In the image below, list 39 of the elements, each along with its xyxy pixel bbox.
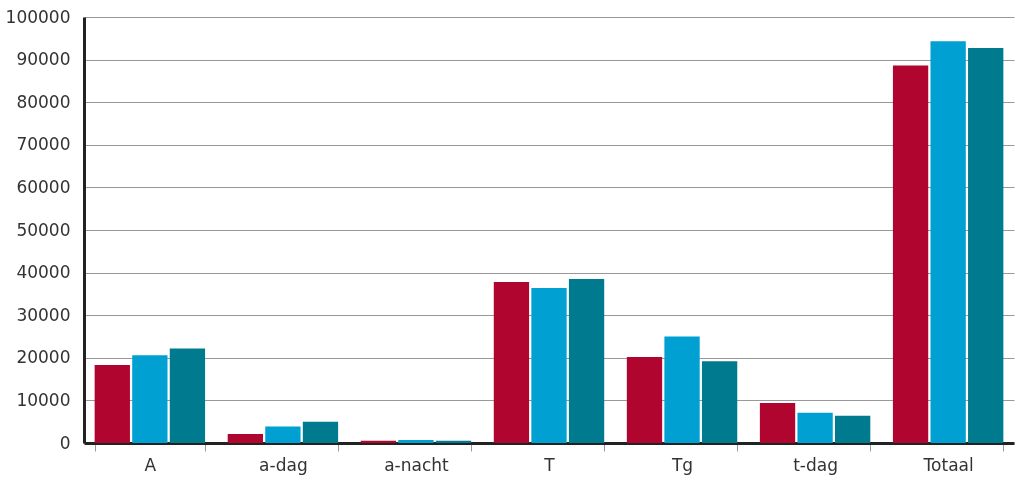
x-tick-label: Totaal (922, 454, 974, 475)
bar (930, 41, 966, 443)
y-tick-label: 20000 (16, 347, 71, 368)
bar (701, 361, 738, 443)
bar (531, 287, 567, 443)
x-tick-label: t-dag (793, 454, 838, 475)
y-tick-label: 40000 (16, 262, 71, 283)
x-tick-label: a-nacht (384, 454, 450, 475)
bar (493, 281, 530, 443)
bar (302, 421, 339, 443)
y-tick-label: 80000 (16, 91, 71, 112)
bar (968, 48, 1004, 443)
y-tick-label: 70000 (16, 134, 71, 155)
y-tick-label: 10000 (16, 389, 71, 410)
bar (664, 336, 700, 443)
bar (759, 402, 796, 443)
y-tick-label: 0 (59, 432, 71, 453)
bar (435, 440, 472, 443)
bar (227, 434, 263, 443)
bar (797, 412, 833, 443)
bar (626, 356, 663, 443)
x-tick-label: T (543, 454, 556, 475)
y-tick-label: 50000 (16, 219, 71, 240)
x-tick-label: a-dag (259, 454, 308, 475)
y-tick-label: 90000 (16, 49, 71, 70)
bar (398, 440, 434, 443)
y-tick-label: 60000 (16, 176, 71, 197)
bar (94, 365, 130, 443)
bar (265, 426, 301, 443)
x-tick-label: A (144, 454, 157, 475)
y-tick-label: 100000 (5, 6, 71, 27)
bar (892, 65, 929, 443)
x-tick-label: Tg (670, 454, 694, 475)
bar (132, 355, 168, 443)
bar (169, 348, 206, 443)
bar (835, 415, 871, 443)
y-tick-label: 30000 (16, 304, 71, 325)
bar (360, 440, 397, 443)
bar (568, 278, 605, 443)
